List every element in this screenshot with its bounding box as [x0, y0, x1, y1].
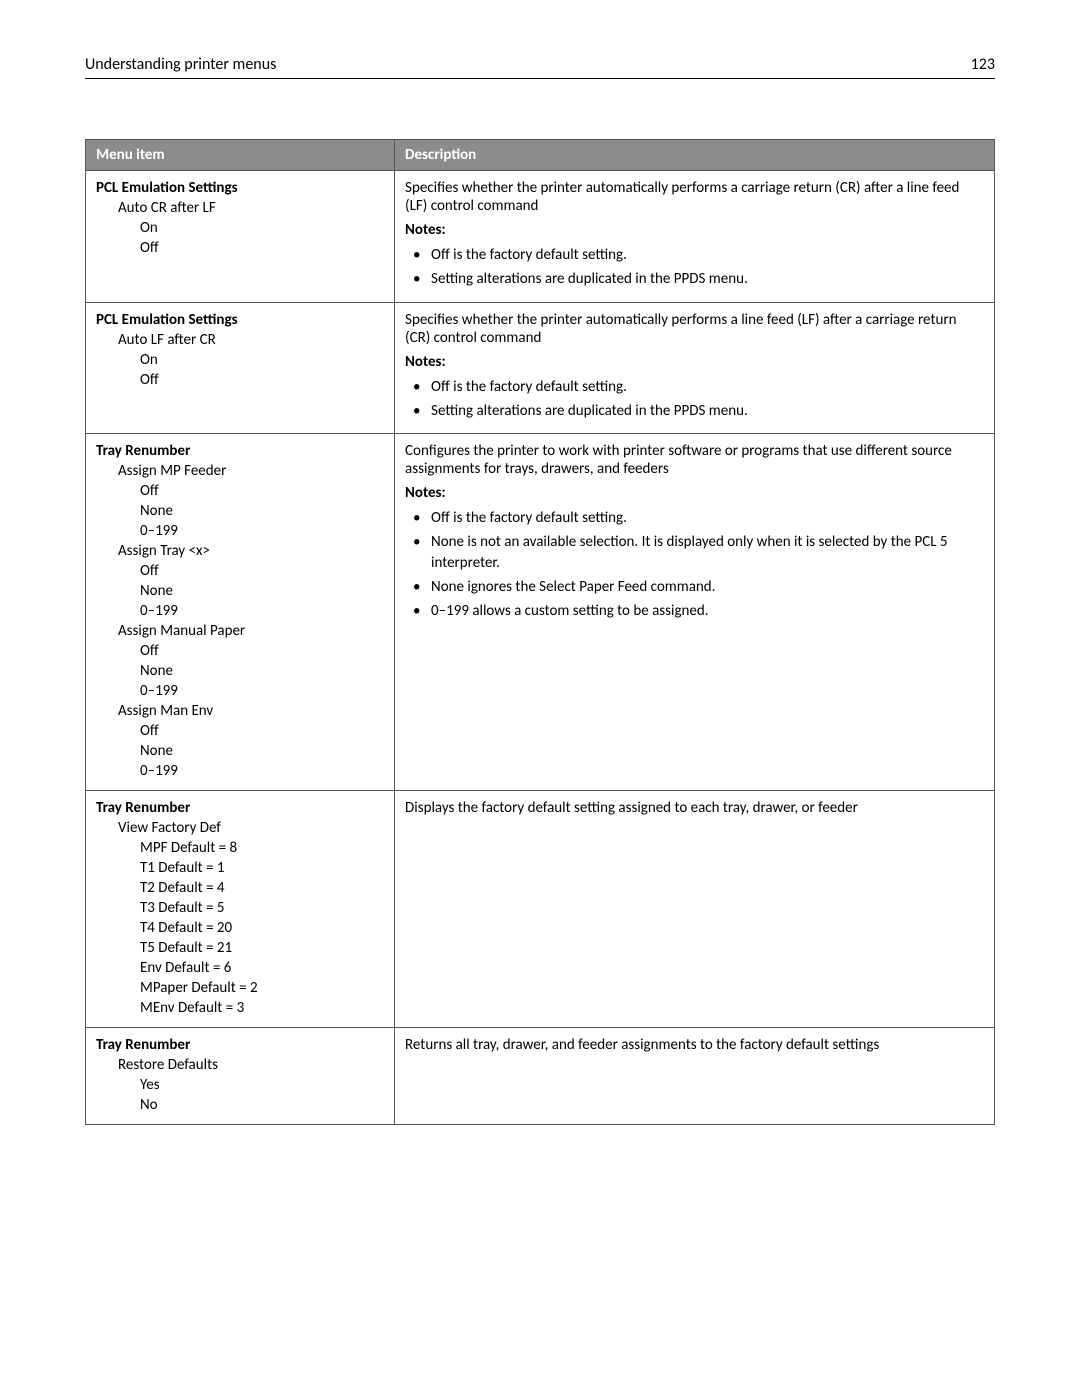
menu-item-option: None [140, 662, 384, 680]
menu-item-option: Assign Manual Paper [118, 622, 384, 640]
notes-label: Notes: [405, 353, 984, 371]
page-title: Understanding printer menus [85, 55, 276, 74]
menu-item-option: Off [140, 239, 384, 257]
menu-item-option: None [140, 742, 384, 760]
table-row: Tray Renumber Assign MP Feeder Off None 0–19… [86, 434, 995, 791]
notes-list: Off is the factory default setting. Setti… [405, 377, 984, 422]
menu-item-option: T3 Default = 5 [140, 899, 384, 917]
menu-item-option: Restore Defaults [118, 1056, 384, 1074]
menu-item-option: 0–199 [140, 522, 384, 540]
menu-item-option: Off [140, 371, 384, 389]
notes-list: Off is the factory default setting. Setti… [405, 245, 984, 290]
menu-item-option: MPF Default = 8 [140, 839, 384, 857]
menu-item-option: 0–199 [140, 682, 384, 700]
menu-item-cell: PCL Emulation Settings Auto CR after LF On… [86, 171, 395, 303]
menu-item-cell: PCL Emulation Settings Auto LF after CR On… [86, 302, 395, 434]
menu-item-option: T5 Default = 21 [140, 939, 384, 957]
notes-item: Setting alterations are duplicated in th… [427, 401, 984, 421]
menu-item-option: Yes [140, 1076, 384, 1094]
menu-item-title: Tray Renumber [96, 799, 384, 817]
menu-item-option: Auto LF after CR [118, 331, 384, 349]
description-cell: Returns all tray, drawer, and feeder ass… [395, 1028, 995, 1125]
notes-item: Setting alterations are duplicated in th… [427, 269, 984, 289]
description-text: Configures the printer to work with prin… [405, 442, 984, 478]
notes-item: Off is the factory default setting. [427, 508, 984, 528]
menu-item-option: T4 Default = 20 [140, 919, 384, 937]
menu-item-option: On [140, 219, 384, 237]
menu-item-option: Assign Tray <x> [118, 542, 384, 560]
menu-item-cell: Tray Renumber Assign MP Feeder Off None 0–19… [86, 434, 395, 791]
description-text: Specifies whether the printer automatica… [405, 179, 984, 215]
menu-item-option: 0–199 [140, 762, 384, 780]
menu-item-cell: Tray Renumber View Factory Def MPF Default… [86, 791, 395, 1028]
description-cell: Configures the printer to work with prin… [395, 434, 995, 791]
notes-label: Notes: [405, 221, 984, 239]
page-number: 123 [971, 55, 995, 74]
notes-item: 0–199 allows a custom setting to be assi… [427, 601, 984, 621]
menu-item-cell: Tray Renumber Restore Defaults Yes No [86, 1028, 395, 1125]
menu-item-option: View Factory Def [118, 819, 384, 837]
notes-label: Notes: [405, 484, 984, 502]
menu-item-option: None [140, 582, 384, 600]
menu-item-option: Off [140, 482, 384, 500]
table-row: Tray Renumber View Factory Def MPF Default… [86, 791, 995, 1028]
menu-item-option: MPaper Default = 2 [140, 979, 384, 997]
menu-item-option: MEnv Default = 3 [140, 999, 384, 1017]
menu-item-option: No [140, 1096, 384, 1114]
table-row: PCL Emulation Settings Auto LF after CR On… [86, 302, 995, 434]
menu-item-option: T1 Default = 1 [140, 859, 384, 877]
column-header-menu: Menu item [86, 140, 395, 171]
menu-item-title: PCL Emulation Settings [96, 311, 384, 329]
menu-item-option: Auto CR after LF [118, 199, 384, 217]
page-header: Understanding printer menus 123 [85, 55, 995, 79]
description-cell: Specifies whether the printer automatica… [395, 171, 995, 303]
table-row: PCL Emulation Settings Auto CR after LF On… [86, 171, 995, 303]
menu-item-option: On [140, 351, 384, 369]
notes-item: Off is the factory default setting. [427, 377, 984, 397]
notes-list: Off is the factory default setting. None … [405, 508, 984, 621]
menu-item-title: Tray Renumber [96, 1036, 384, 1054]
menu-item-option: Off [140, 722, 384, 740]
notes-item: None is not an available selection. It i… [427, 532, 984, 573]
menu-item-option: None [140, 502, 384, 520]
description-text: Displays the factory default setting ass… [405, 799, 984, 817]
column-header-description: Description [395, 140, 995, 171]
description-cell: Specifies whether the printer automatica… [395, 302, 995, 434]
description-cell: Displays the factory default setting ass… [395, 791, 995, 1028]
menu-item-option: 0–199 [140, 602, 384, 620]
menu-item-option: T2 Default = 4 [140, 879, 384, 897]
menu-item-option: Env Default = 6 [140, 959, 384, 977]
menu-item-option: Assign Man Env [118, 702, 384, 720]
menu-item-option: Off [140, 562, 384, 580]
menu-item-option: Assign MP Feeder [118, 462, 384, 480]
menu-item-title: PCL Emulation Settings [96, 179, 384, 197]
menu-item-option: Off [140, 642, 384, 660]
table-row: Tray Renumber Restore Defaults Yes No Return… [86, 1028, 995, 1125]
menu-table: Menu item Description PCL Emulation Sett… [85, 139, 995, 1125]
notes-item: Off is the factory default setting. [427, 245, 984, 265]
description-text: Specifies whether the printer automatica… [405, 311, 984, 347]
description-text: Returns all tray, drawer, and feeder ass… [405, 1036, 984, 1054]
notes-item: None ignores the Select Paper Feed comma… [427, 577, 984, 597]
menu-item-title: Tray Renumber [96, 442, 384, 460]
